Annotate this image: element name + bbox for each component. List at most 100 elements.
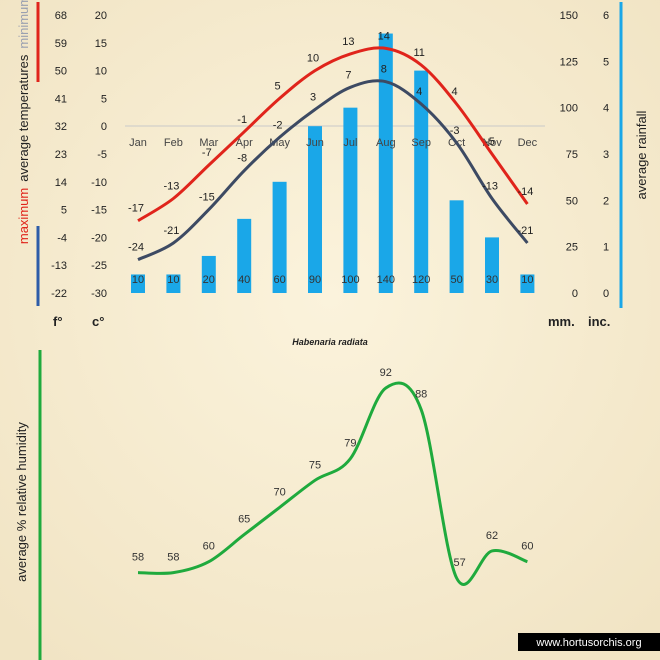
humidity-label: 57 [453, 557, 465, 569]
humidity-label: 79 [344, 438, 356, 450]
max-temp-label: -7 [202, 147, 212, 159]
rain-bar-jan [131, 274, 145, 293]
temperature-rainfall-chart: 10 10 20 40 60 90 100 140 120 50 30 10 Jan Feb Mar Apr… [16, 0, 649, 347]
celsius-tick: 0 [101, 121, 107, 133]
temp-axis-title: maximum average temperatures minimum [16, 0, 31, 244]
min-temp-label: -24 [128, 242, 144, 254]
rain-label: 60 [273, 274, 285, 286]
fahrenheit-tick: 32 [55, 121, 67, 133]
max-label: maximum [16, 188, 31, 244]
rain-label: 90 [309, 274, 321, 286]
max-temp-label: -13 [163, 180, 179, 192]
humidity-label: 65 [238, 514, 250, 526]
rain-label: 50 [450, 274, 462, 286]
month-label: Dec [518, 137, 538, 149]
humidity-label: 70 [273, 486, 285, 498]
left-legend-bars [36, 2, 623, 308]
celsius-tick: -5 [97, 149, 107, 161]
max-temp-label: 5 [275, 80, 281, 92]
rain-label: 100 [341, 274, 359, 286]
min-temp-label: 7 [345, 69, 351, 81]
humidity-axis-title: average % relative humidity [14, 422, 29, 582]
max-temp-label: 13 [342, 36, 354, 48]
rain-label: 10 [521, 274, 533, 286]
site-link[interactable]: www.hortusorchis.org [535, 637, 641, 649]
rain-bar-oct [449, 200, 464, 293]
mm-tick: 150 [560, 10, 578, 22]
rain-label: 10 [132, 274, 144, 286]
rain-axis-title: average rainfall [634, 110, 649, 199]
rain-bar-aug [378, 33, 393, 294]
inch-tick: 1 [603, 242, 609, 254]
min-temp-label: -15 [199, 192, 215, 204]
minimum-temp-line [137, 79, 529, 262]
fahrenheit-tick: 68 [55, 10, 67, 22]
maximum-temp-line [137, 46, 529, 222]
max-temp-label: 14 [378, 30, 390, 42]
humidity-label: 58 [167, 552, 179, 564]
unit-celsius: c° [92, 314, 104, 329]
inch-tick: 5 [603, 56, 609, 68]
humidity-label: 60 [203, 541, 215, 553]
celsius-tick: 20 [95, 10, 107, 22]
min-temp-label: 3 [310, 92, 316, 104]
rain-bar-dec [520, 274, 535, 293]
rain-bar-sep [414, 70, 429, 293]
fahrenheit-tick: 59 [55, 38, 67, 50]
unit-mm: mm. [548, 314, 575, 329]
fahrenheit-tick: 50 [55, 66, 67, 78]
mm-tick: 125 [560, 56, 578, 68]
rain-label: 140 [377, 274, 395, 286]
rain-label: 10 [167, 274, 179, 286]
humidity-label: 88 [415, 389, 427, 401]
fahrenheit-tick: 23 [55, 149, 67, 161]
max-temp-label: 11 [413, 47, 424, 59]
month-label: Apr [236, 137, 253, 149]
humidity-label: 62 [486, 530, 498, 542]
min-temp-label: -13 [482, 180, 498, 192]
chart-title: Habenaria radiata [292, 337, 368, 347]
rain-bar-may [272, 181, 287, 293]
min-temp-label: 8 [381, 64, 387, 76]
month-label: Sep [411, 137, 431, 149]
fahrenheit-tick: -13 [51, 260, 67, 272]
celsius-tick: -25 [91, 260, 107, 272]
rain-bar-mar [201, 255, 216, 293]
inch-tick: 0 [603, 288, 609, 300]
celsius-tick: -10 [91, 177, 107, 189]
celsius-tick: -15 [91, 205, 107, 217]
humidity-label: 75 [309, 459, 321, 471]
max-temp-label: -14 [517, 186, 533, 198]
max-temp-label: 10 [307, 53, 319, 65]
max-temp-label: -17 [128, 203, 144, 215]
min-temp-label: 4 [416, 86, 422, 98]
month-label: Jan [129, 137, 147, 149]
month-label: Aug [376, 137, 396, 149]
rain-bar-nov [485, 237, 499, 293]
month-label: Jul [343, 137, 357, 149]
mm-tick: 0 [572, 288, 578, 300]
rain-label: 40 [238, 274, 250, 286]
celsius-tick: 5 [101, 93, 107, 105]
celsius-tick: -20 [91, 232, 107, 244]
month-label: Feb [164, 137, 183, 149]
rain-label: 30 [486, 274, 498, 286]
mm-tick: 100 [560, 103, 578, 115]
min-temp-label: -2 [273, 119, 283, 131]
humidity-label: 92 [380, 367, 392, 379]
unit-fahrenheit: f° [53, 314, 63, 329]
month-label: Jun [306, 137, 324, 149]
avg-temp-label: average temperatures [16, 54, 31, 182]
unit-inch: inc. [588, 314, 610, 329]
fahrenheit-tick: 41 [55, 93, 67, 105]
mm-tick: 50 [566, 195, 578, 207]
rain-bar-jul [343, 107, 358, 294]
rain-bar-feb [166, 274, 181, 293]
celsius-tick: -30 [91, 288, 107, 300]
celsius-tick: 10 [95, 66, 107, 78]
rain-bar-jun [308, 126, 322, 293]
inch-tick: 2 [603, 195, 609, 207]
mm-tick: 75 [566, 149, 578, 161]
